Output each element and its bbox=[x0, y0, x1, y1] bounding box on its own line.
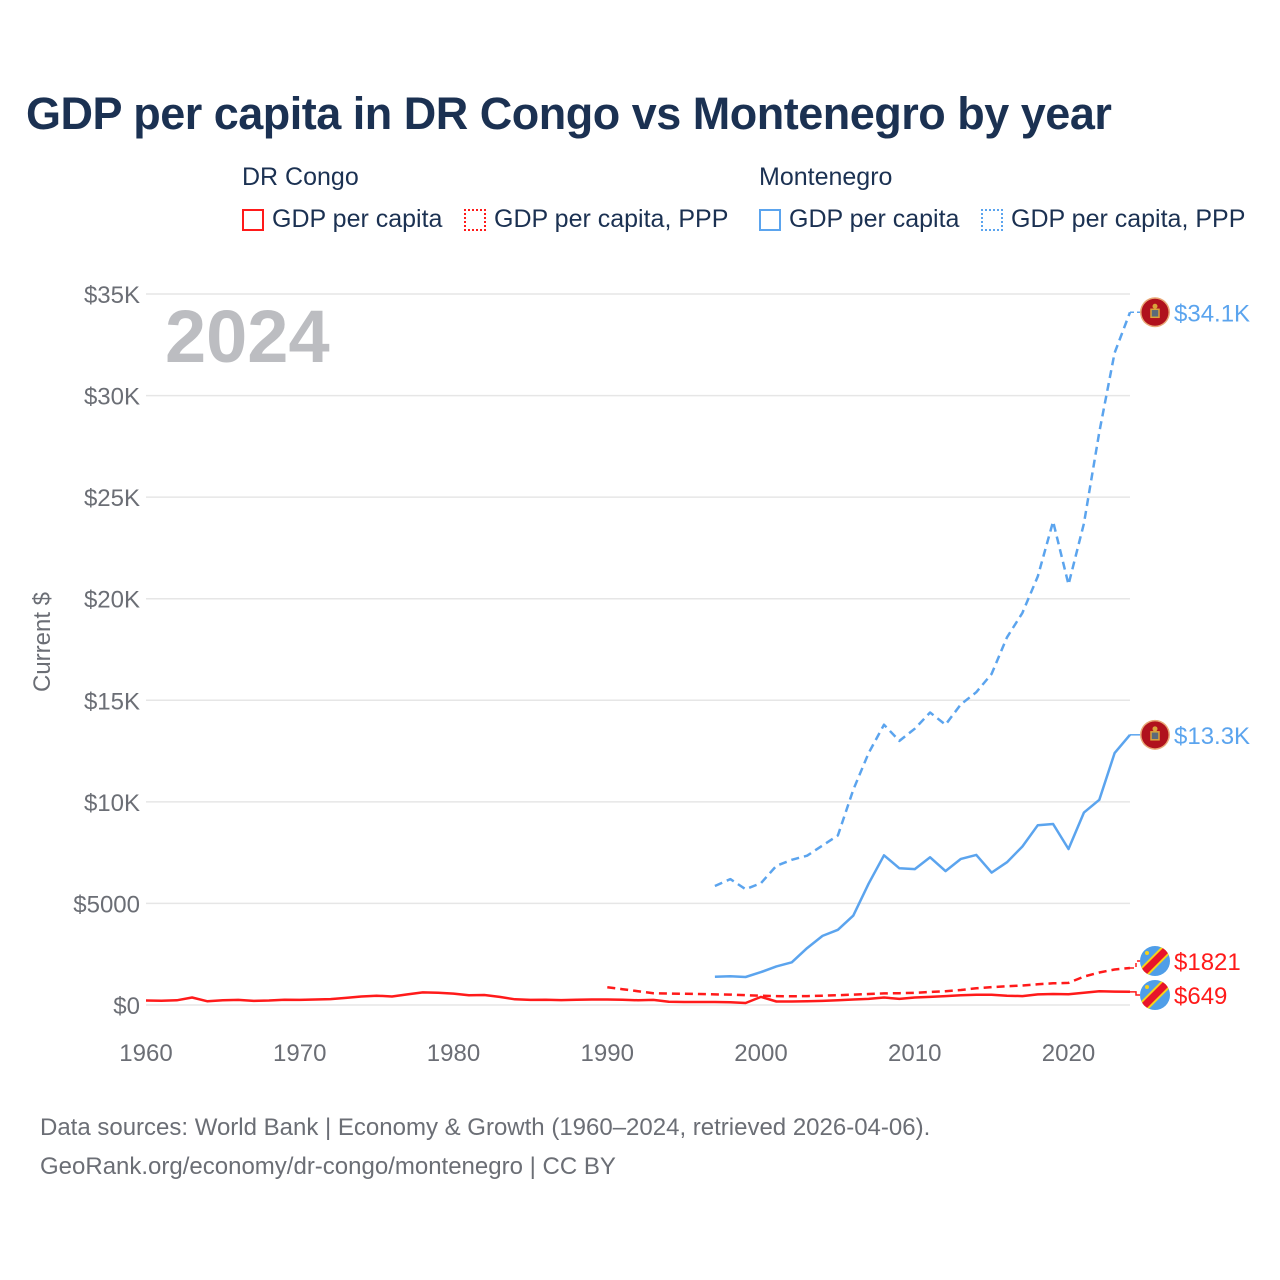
legend-item-drc-ppp[interactable]: GDP per capita, PPP bbox=[464, 205, 728, 234]
chart-title: GDP per capita in DR Congo vs Montenegro… bbox=[26, 88, 1112, 139]
y-tick-label: $25K bbox=[84, 485, 140, 512]
source-line-1: Data sources: World Bank | Economy & Gro… bbox=[40, 1114, 931, 1141]
x-tick-label: 2020 bbox=[1042, 1040, 1095, 1067]
legend-swatch bbox=[242, 208, 264, 231]
end-value-label: $13.3K bbox=[1174, 723, 1250, 750]
end-value-label: $649 bbox=[1174, 983, 1227, 1010]
legend-swatch bbox=[464, 208, 486, 231]
y-tick-label: $15K bbox=[84, 688, 140, 715]
year-label: 2024 bbox=[165, 295, 330, 378]
end-value-label: $34.1K bbox=[1174, 300, 1250, 327]
dr-congo-flag-icon bbox=[1140, 980, 1170, 1010]
legend-group-dr-congo: DR Congo bbox=[242, 163, 359, 191]
montenegro-flag-icon bbox=[1140, 297, 1170, 328]
legend-label: GDP per capita bbox=[272, 205, 443, 233]
end-connector bbox=[1130, 991, 1140, 996]
montenegro-flag-icon bbox=[1140, 719, 1170, 750]
y-tick-label: $20K bbox=[84, 587, 140, 614]
source-note: Data sources: World Bank | Economy & Gro… bbox=[40, 1108, 930, 1186]
series-line bbox=[145, 989, 1131, 1005]
legend-label: GDP per capita, PPP bbox=[494, 205, 729, 233]
legend-item-mne-gdp[interactable]: GDP per capita bbox=[759, 205, 959, 234]
end-value-label: $1821 bbox=[1174, 949, 1241, 976]
legend-item-drc-gdp[interactable]: GDP per capita bbox=[242, 205, 442, 234]
y-axis-label: Current $ bbox=[29, 592, 56, 692]
x-tick-label: 1960 bbox=[119, 1040, 172, 1067]
y-tick-label: $0 bbox=[113, 993, 140, 1020]
x-tick-label: 1970 bbox=[273, 1040, 326, 1067]
series-line bbox=[714, 311, 1132, 891]
x-tick-label: 1990 bbox=[581, 1040, 634, 1067]
x-tick-label: 2000 bbox=[734, 1040, 787, 1067]
legend-swatch bbox=[981, 208, 1003, 231]
y-tick-label: $30K bbox=[84, 384, 140, 411]
y-tick-label: $5000 bbox=[73, 891, 140, 918]
legend-swatch bbox=[759, 208, 781, 231]
y-tick-label: $35K bbox=[84, 282, 140, 309]
x-tick-label: 2010 bbox=[888, 1040, 941, 1067]
legend-label: GDP per capita bbox=[789, 205, 960, 233]
legend-group-montenegro: Montenegro bbox=[759, 163, 893, 191]
series-line bbox=[607, 966, 1131, 998]
end-connector bbox=[1130, 960, 1140, 969]
x-tick-label: 1980 bbox=[427, 1040, 480, 1067]
series-line bbox=[714, 733, 1131, 979]
legend-item-mne-ppp[interactable]: GDP per capita, PPP bbox=[981, 205, 1245, 234]
y-tick-label: $10K bbox=[84, 790, 140, 817]
source-link[interactable]: GeoRank.org/economy/dr-congo/montenegro … bbox=[40, 1153, 616, 1180]
dr-congo-flag-icon bbox=[1140, 946, 1170, 976]
legend-label: GDP per capita, PPP bbox=[1011, 205, 1246, 233]
